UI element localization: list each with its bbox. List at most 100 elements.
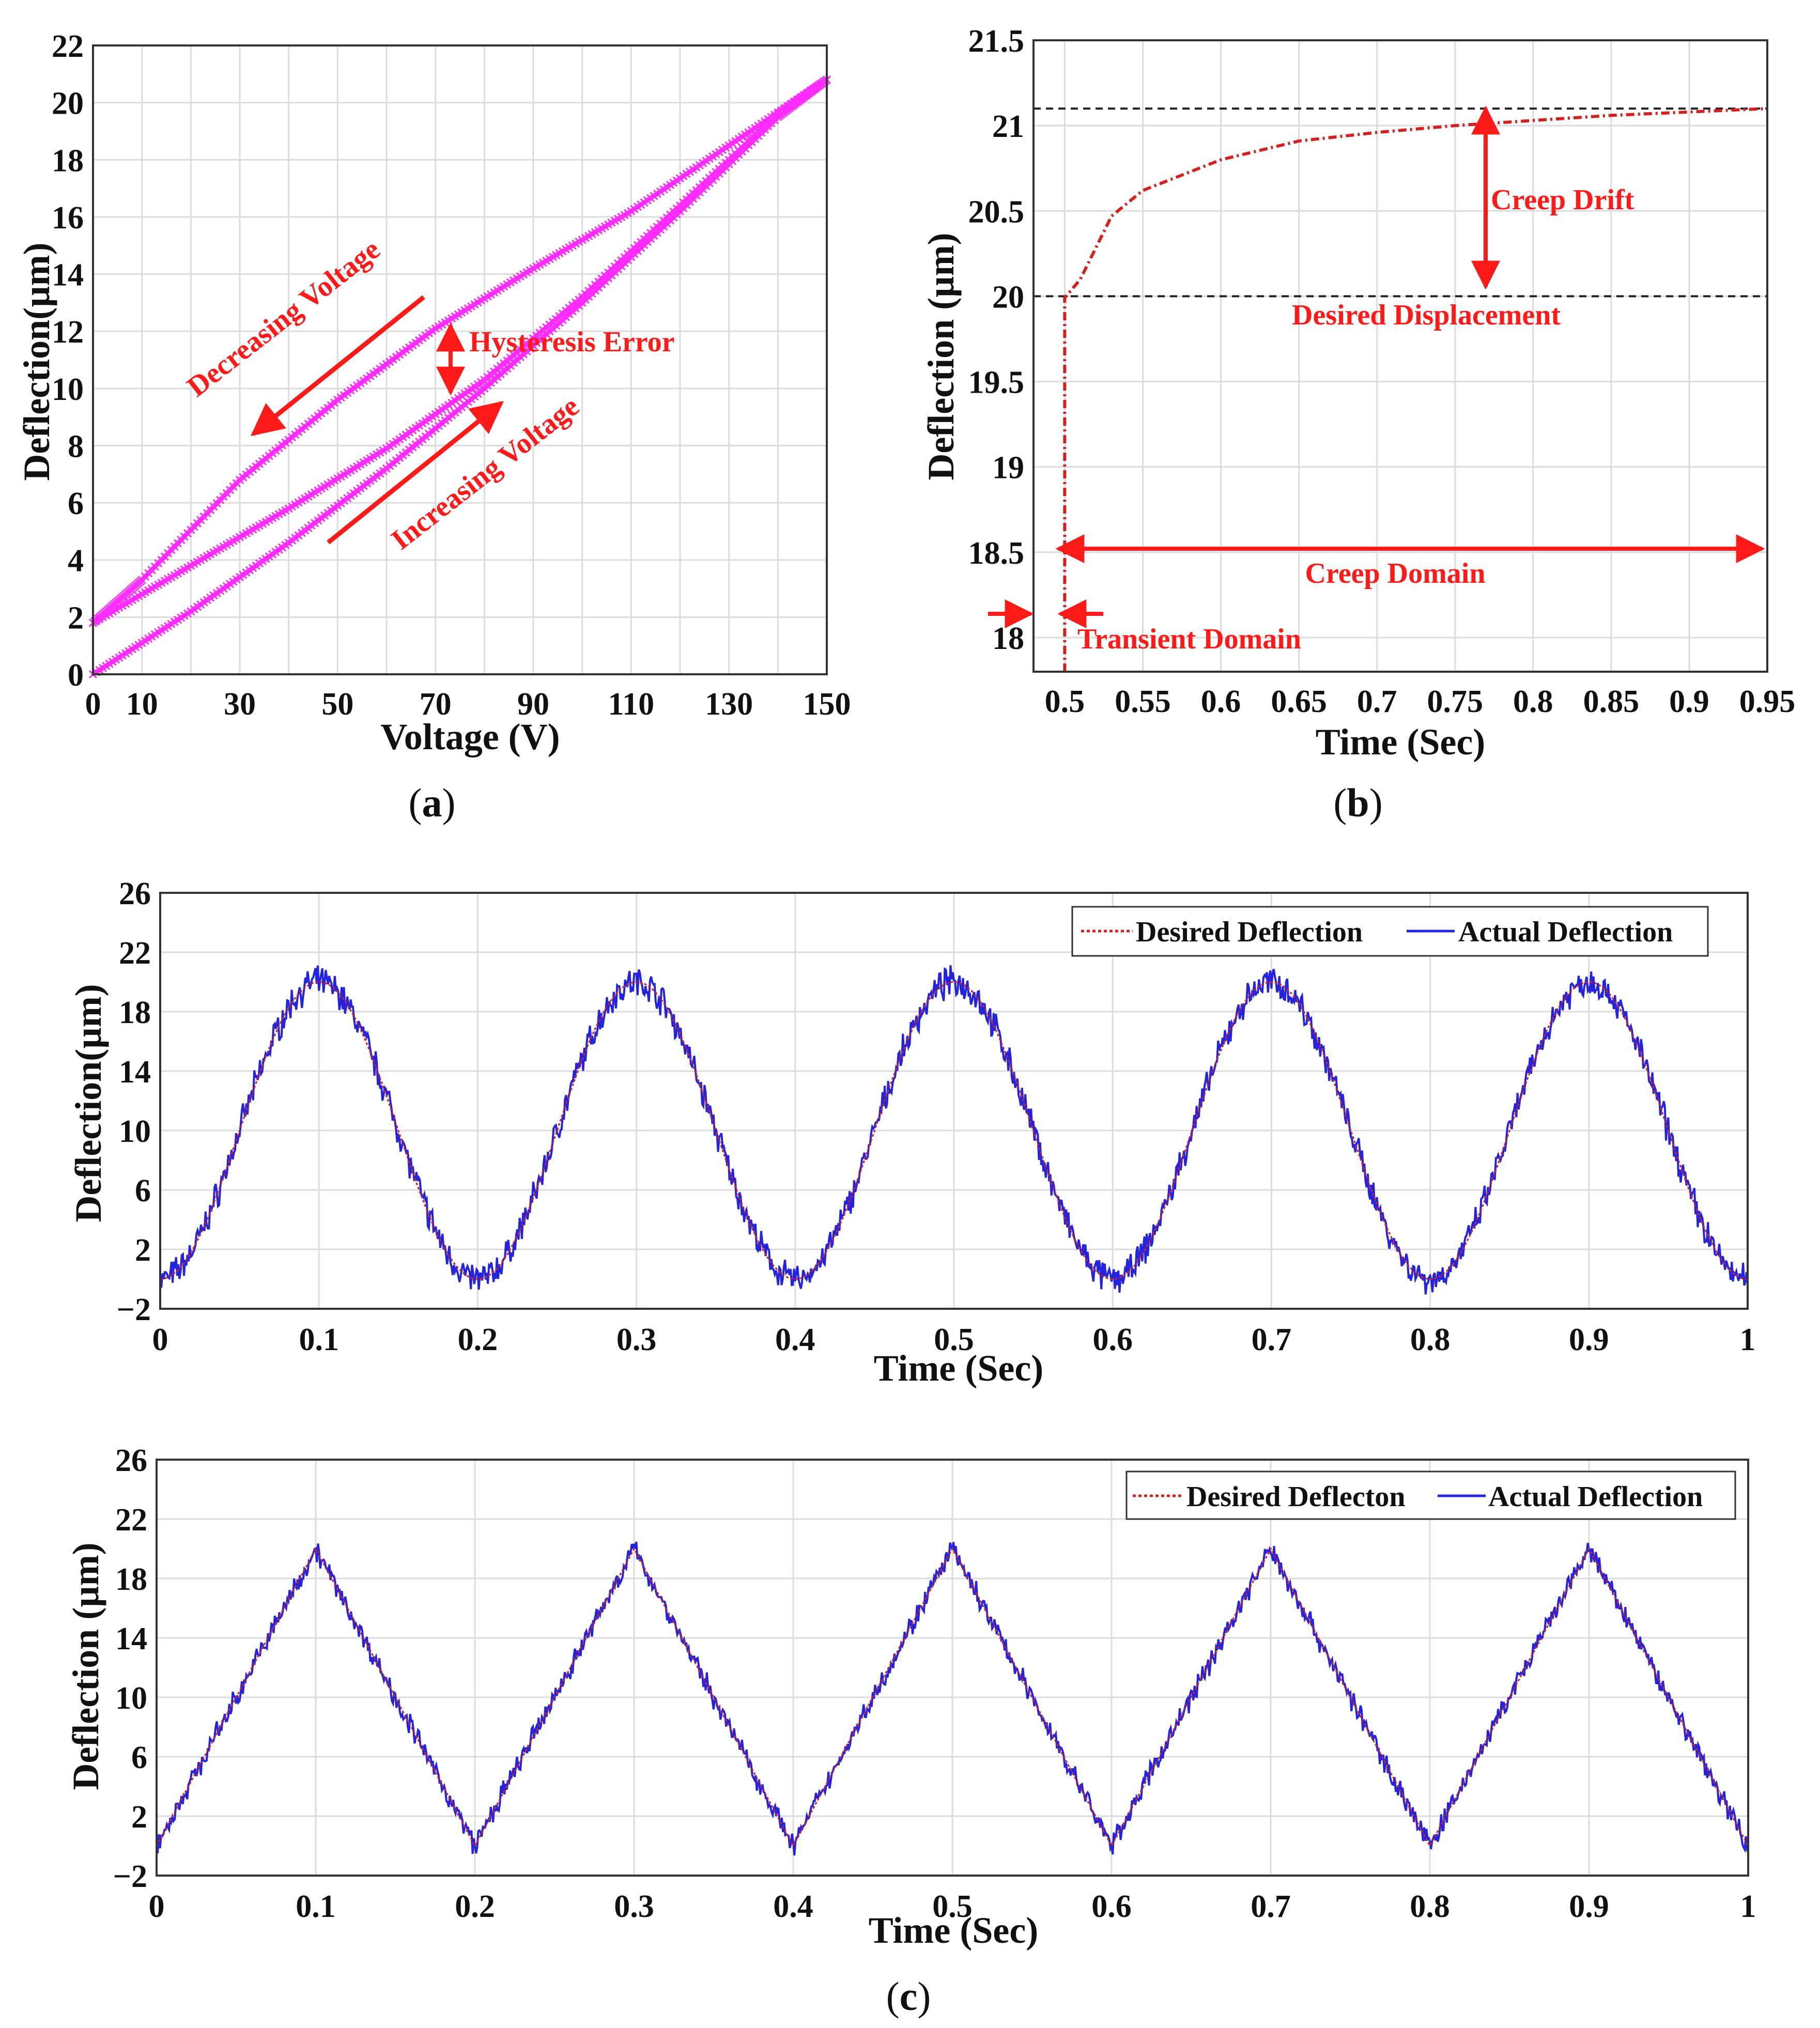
caption-a: (a) — [409, 780, 456, 825]
creep-domain-label: Creep Domain — [1305, 558, 1486, 590]
a-ytick-label: 18 — [52, 143, 84, 178]
chart-b-xlabel: Time (Sec) — [1316, 721, 1486, 763]
c2-desired-line — [156, 1547, 1749, 1848]
c1-ytick-label: 10 — [119, 1114, 151, 1149]
b-ytick-label: 21 — [992, 109, 1024, 144]
chart-c2-legend-box — [1125, 1470, 1736, 1520]
c1-xtick-label: 0.9 — [1569, 1322, 1609, 1357]
c1-xtick-label: 0.7 — [1252, 1322, 1292, 1357]
c2-xtick-label: 0.8 — [1410, 1889, 1450, 1924]
chart-c1-series — [159, 965, 1749, 1295]
b-xtick-label: 0.6 — [1201, 684, 1241, 719]
b-xtick-label: 0.55 — [1115, 684, 1171, 719]
c1-xtick-label: 0.8 — [1410, 1322, 1451, 1357]
a-ytick-label: 6 — [68, 486, 84, 521]
c1-ytick-label: 26 — [119, 876, 151, 911]
b-xtick-label: 0.7 — [1357, 684, 1397, 719]
chart-c2-legend: Desired Deflecton Actual Deflection — [1125, 1470, 1736, 1520]
b-ytick-label: 19 — [992, 451, 1024, 486]
chart-b-series-line — [1063, 107, 1768, 672]
chart-c1: 0 0.1 0.2 0.3 0.4 0.5 0.6 0.7 0.8 0.9 1 −226101418… — [68, 876, 1756, 1389]
chart-b-y-ticks: 18 18.5 19 19.5 20 20.5 21 21.5 — [968, 24, 1025, 656]
c1-xtick-label: 1 — [1740, 1322, 1756, 1357]
c2-ytick-label: 6 — [131, 1740, 147, 1775]
transient-domain-label: Transient Domain — [1077, 623, 1301, 655]
b-xtick-label: 0.75 — [1427, 684, 1483, 719]
chart-a-ylabel: Deflection(µm) — [16, 242, 57, 481]
c1-ytick-label: 6 — [135, 1173, 151, 1209]
c2-ytick-label: 26 — [115, 1443, 147, 1478]
c2-ytick-label: 22 — [115, 1503, 147, 1538]
increasing-arrow — [327, 401, 504, 545]
decreasing-arrow — [251, 295, 425, 436]
chart-a-series-line — [91, 78, 828, 625]
a-xtick-label: 0 — [85, 687, 101, 722]
a-ytick-label: 20 — [52, 86, 84, 121]
b-ytick-label: 20.5 — [968, 194, 1025, 229]
b-xtick-label: 0.5 — [1045, 684, 1085, 719]
a-xtick-label: 30 — [224, 687, 256, 722]
c2-ytick-label: 2 — [131, 1800, 147, 1835]
chart-b-frame — [1032, 39, 1768, 673]
c1-ytick-label: 18 — [119, 995, 151, 1030]
chart-c1-x-ticks: 0 0.1 0.2 0.3 0.4 0.5 0.6 0.7 0.8 0.9 1 — [152, 1322, 1756, 1357]
chart-b: 0.5 0.55 0.6 0.65 0.7 0.75 0.8 0.85 0.9 0.95 1818… — [920, 24, 1795, 763]
c2-xtick-label: 0.4 — [773, 1889, 813, 1924]
c2-ytick-label: 10 — [115, 1681, 147, 1716]
a-ytick-label: 22 — [52, 29, 84, 64]
chart-c2-legend-desired: Desired Deflecton — [1186, 1481, 1406, 1513]
c1-ytick-label: −2 — [117, 1292, 151, 1327]
chart-c2-grid — [156, 1459, 1749, 1877]
c1-xtick-label: 0 — [152, 1322, 168, 1357]
chart-b-x-ticks: 0.5 0.55 0.6 0.65 0.7 0.75 0.8 0.85 0.9 0.95 — [1045, 684, 1796, 719]
b-ytick-label: 19.5 — [968, 365, 1025, 400]
chart-c1-legend-actual: Actual Deflection — [1458, 916, 1673, 948]
chart-c2-legend-actual: Actual Deflection — [1488, 1481, 1703, 1513]
c2-xtick-label: 0.2 — [455, 1889, 495, 1924]
a-xtick-label: 150 — [803, 687, 851, 722]
a-ytick-label: 16 — [52, 200, 84, 236]
hysteresis-label: Hysteresis Error — [469, 326, 675, 358]
a-xtick-label: 70 — [420, 687, 452, 722]
chart-c2-series — [156, 1541, 1749, 1856]
a-xtick-label: 110 — [608, 687, 655, 722]
chart-c2-ylabel: Deflection (µm) — [65, 1542, 106, 1790]
chart-c2-frame — [156, 1459, 1749, 1877]
c1-ytick-label: 22 — [119, 936, 151, 971]
c2-ytick-label: 14 — [115, 1621, 147, 1657]
chart-b-series — [1034, 107, 1768, 672]
chart-a-series — [88, 75, 831, 679]
b-ytick-label: 20 — [992, 280, 1024, 315]
c1-xtick-label: 0.5 — [934, 1322, 974, 1357]
chart-b-ylabel: Deflection (µm) — [920, 233, 962, 480]
b-xtick-label: 0.95 — [1739, 684, 1796, 719]
c1-xtick-label: 0.1 — [299, 1322, 339, 1357]
b-xtick-label: 0.65 — [1271, 684, 1327, 719]
a-ytick-label: 4 — [68, 544, 84, 579]
a-ytick-label: 0 — [68, 658, 84, 693]
creep-drift-label: Creep Drift — [1491, 184, 1634, 216]
chart-a-xlabel: Voltage (V) — [380, 716, 560, 757]
chart-a-series-line — [91, 78, 828, 625]
chart-a-x-ticks: 0 10 30 50 70 90 110 130 150 — [85, 687, 851, 722]
a-ytick-label: 12 — [52, 315, 84, 350]
b-xtick-label: 0.8 — [1513, 684, 1553, 719]
c1-ytick-label: 2 — [135, 1233, 151, 1268]
chart-a-y-ticks: 0 2 4 6 8 10 12 14 16 18 20 22 — [52, 29, 84, 693]
c2-xtick-label: 0.1 — [296, 1889, 336, 1924]
c2-xtick-label: 1 — [1740, 1889, 1756, 1924]
chart-a-frame — [92, 44, 828, 675]
a-xtick-label: 130 — [705, 687, 753, 722]
chart-c1-ylabel: Deflection(µm) — [68, 984, 109, 1222]
c2-xtick-label: 0.3 — [614, 1889, 654, 1924]
c2-ytick-label: −2 — [113, 1859, 147, 1894]
c2-xtick-label: 0.5 — [932, 1889, 973, 1924]
a-xtick-label: 10 — [126, 687, 158, 722]
a-xtick-label: 50 — [321, 687, 353, 722]
chart-c1-xlabel: Time (Sec) — [874, 1348, 1044, 1389]
caption-c: (c) — [886, 1974, 931, 2019]
c2-xtick-label: 0.7 — [1251, 1889, 1291, 1924]
